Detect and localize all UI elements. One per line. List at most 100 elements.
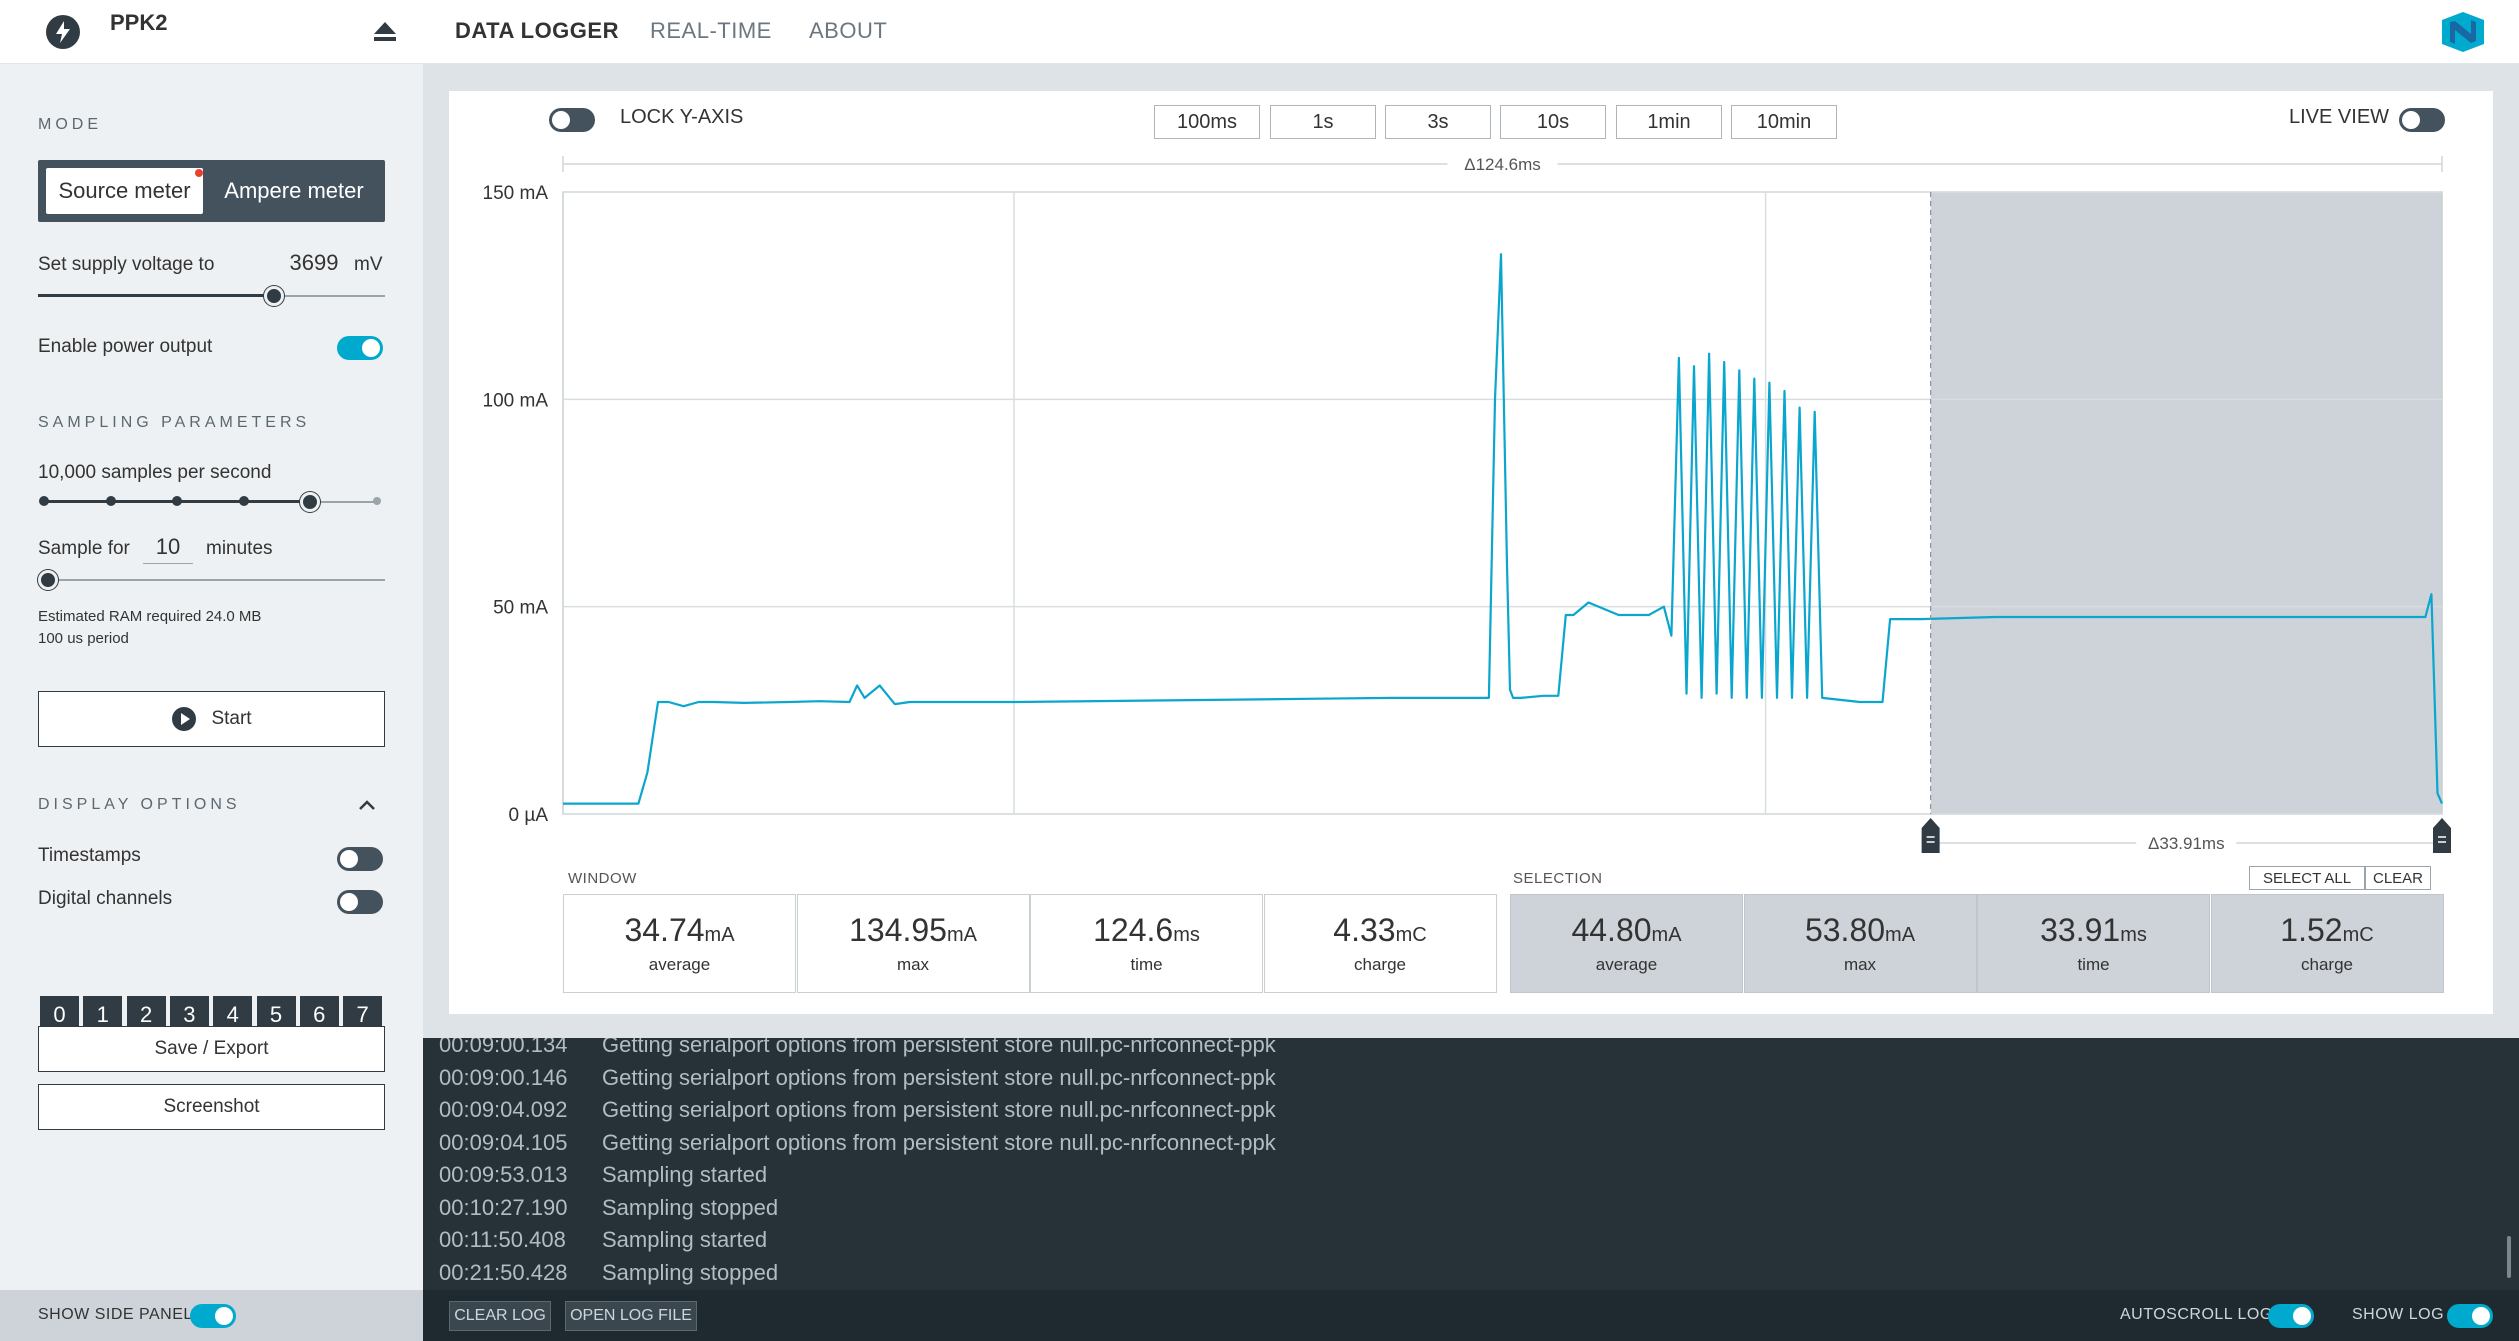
selection-handle-left[interactable] [1921,818,1940,853]
selection-max-label: max [1843,955,1877,974]
samples-slider-tick[interactable] [105,496,116,506]
sample-for-input[interactable]: 10 [143,534,193,564]
log-entry-message: Getting serialport options from persiste… [602,1097,1276,1122]
selection-charge-value: 1.52mC [2280,912,2374,948]
window-delta-label: Δ124.6ms [1464,155,1541,174]
samples-slider-tick[interactable] [39,496,49,506]
samples-slider-tick[interactable] [373,497,381,505]
play-icon [171,706,197,732]
clear-selection-button[interactable]: CLEAR [2365,866,2431,890]
save-export-label: Save / Export [154,1038,269,1059]
range-10min-button[interactable]: 10min [1731,105,1837,139]
range-1s-button[interactable]: 1s [1270,105,1376,139]
timestamps-toggle[interactable] [337,847,383,871]
supply-voltage-slider-handle[interactable] [263,286,284,306]
supply-voltage-label: Set supply voltage to [38,254,215,275]
selection-average-box: 44.80mA average [1510,894,1743,993]
ampere-meter-button[interactable]: Ampere meter [210,168,378,214]
live-view-toggle[interactable] [2399,108,2445,132]
show-side-panel-toggle[interactable] [190,1304,236,1328]
log-scrollbar[interactable] [2507,1236,2511,1278]
start-button[interactable]: Start [38,691,385,747]
window-time-label: time [1130,955,1163,974]
supply-voltage-unit: mV [354,254,383,275]
selection-average-label: average [1595,955,1658,974]
selection-time-label: time [2077,955,2110,974]
y-tick-label: 100 mA [483,390,549,411]
selection-average-value: 44.80mA [1571,912,1682,948]
source-meter-button[interactable]: Source meter [46,168,203,214]
log-entry-message: Sampling stopped [602,1194,779,1220]
window-time-box: 124.6ms time [1030,894,1263,993]
window-average-label: average [648,955,711,974]
sample-for-track[interactable] [48,579,385,581]
start-label: Start [211,708,252,729]
source-meter-label: Source meter [58,178,191,203]
log-entry-message: Sampling started [602,1227,768,1252]
side-panel: MODE Source meter Ampere meter Set suppl… [0,64,423,1290]
open-log-file-button[interactable]: OPEN LOG FILE [565,1301,697,1331]
supply-voltage-fill [38,294,274,297]
lightning-icon[interactable] [46,15,80,49]
show-side-panel-label: SHOW SIDE PANEL [38,1306,193,1323]
selection-time-box: 33.91ms time [1977,894,2210,993]
screenshot-button[interactable]: Screenshot [38,1084,385,1130]
window-charge-value: 4.33mC [1333,912,1427,948]
show-log-toggle[interactable] [2447,1304,2493,1328]
range-1min-button[interactable]: 1min [1616,105,1722,139]
samples-slider-tick[interactable] [172,496,183,506]
selection-charge-label: charge [2301,955,2353,974]
sample-for-label: Sample for [38,538,130,559]
log-entry-time: 00:09:53.013 [439,1162,568,1187]
samples-slider-tick[interactable] [238,496,249,506]
selection-charge-box: 1.52mC charge [2210,894,2444,993]
current-series-line [563,253,2444,805]
selection-time-value: 33.91ms [2040,912,2147,948]
clear-log-button[interactable]: CLEAR LOG [449,1301,551,1331]
selection-area [1930,192,2442,814]
lock-y-axis-toggle[interactable] [549,108,595,132]
save-export-button[interactable]: Save / Export [38,1026,385,1072]
tab-data-logger[interactable]: DATA LOGGER [455,18,619,43]
window-time-value: 124.6ms [1093,912,1200,948]
digital-channels-toggle[interactable] [337,890,383,914]
main-area: LOCK Y-AXIS 100ms 1s 3s 10s 1min 10min L… [423,64,2519,1038]
top-bar: PPK2 DATA LOGGER REAL-TIME ABOUT [0,0,2519,64]
log-entry: 00:11:50.408 Sampling started [439,1227,767,1253]
power-output-toggle[interactable] [337,336,383,360]
device-name[interactable]: PPK2 [110,10,168,35]
autoscroll-log-label: AUTOSCROLL LOG [2120,1306,2273,1323]
window-delta-bg [1447,152,1558,176]
ampere-meter-label: Ampere meter [224,178,364,203]
sampling-title: SAMPLING PARAMETERS [38,414,311,431]
range-100ms-button[interactable]: 100ms [1154,105,1260,139]
log-entry: 00:21:50.428 Sampling stopped [439,1260,778,1286]
tab-real-time[interactable]: REAL-TIME [650,18,772,43]
supply-voltage-input[interactable]: 3699 [289,250,339,275]
range-3s-button[interactable]: 3s [1385,105,1491,139]
select-all-button[interactable]: SELECT ALL [2249,866,2365,890]
chevron-up-icon[interactable] [357,798,377,812]
selection-stats-title: SELECTION [1513,870,1603,887]
display-options-title: DISPLAY OPTIONS [38,796,241,813]
show-log-label: SHOW LOG [2352,1306,2445,1323]
selection-handle-right[interactable] [2433,818,2451,853]
log-entry-time: 00:10:27.190 [439,1194,568,1220]
eject-icon[interactable] [372,20,398,44]
sample-for-slider-handle[interactable] [38,570,58,590]
samples-slider-handle[interactable] [300,492,321,512]
chart-card: LOCK Y-AXIS 100ms 1s 3s 10s 1min 10min L… [449,91,2493,1014]
window-max-label: max [896,955,930,974]
lock-y-axis-label: LOCK Y-AXIS [620,106,744,128]
window-charge-box: 4.33mC charge [1263,894,1497,993]
autoscroll-log-toggle[interactable] [2268,1304,2314,1328]
status-dot [195,169,203,177]
tab-about[interactable]: ABOUT [809,18,888,43]
bottom-bar: SHOW SIDE PANEL CLEAR LOG OPEN LOG FILE … [0,1290,2519,1341]
log-entry-message: Getting serialport options from persiste… [602,1064,1276,1090]
log-entry-time: 00:21:50.428 [439,1259,568,1285]
log-panel[interactable]: 00:09:00.134 Getting serialport options f… [423,1038,2519,1290]
window-average-box: 34.74mA average [563,894,796,993]
range-10s-button[interactable]: 10s [1500,105,1606,139]
current-chart[interactable]: 150 mA 100 mA 50 mA 0 µA Δ124.6ms Δ33.91ms [449,91,2493,866]
